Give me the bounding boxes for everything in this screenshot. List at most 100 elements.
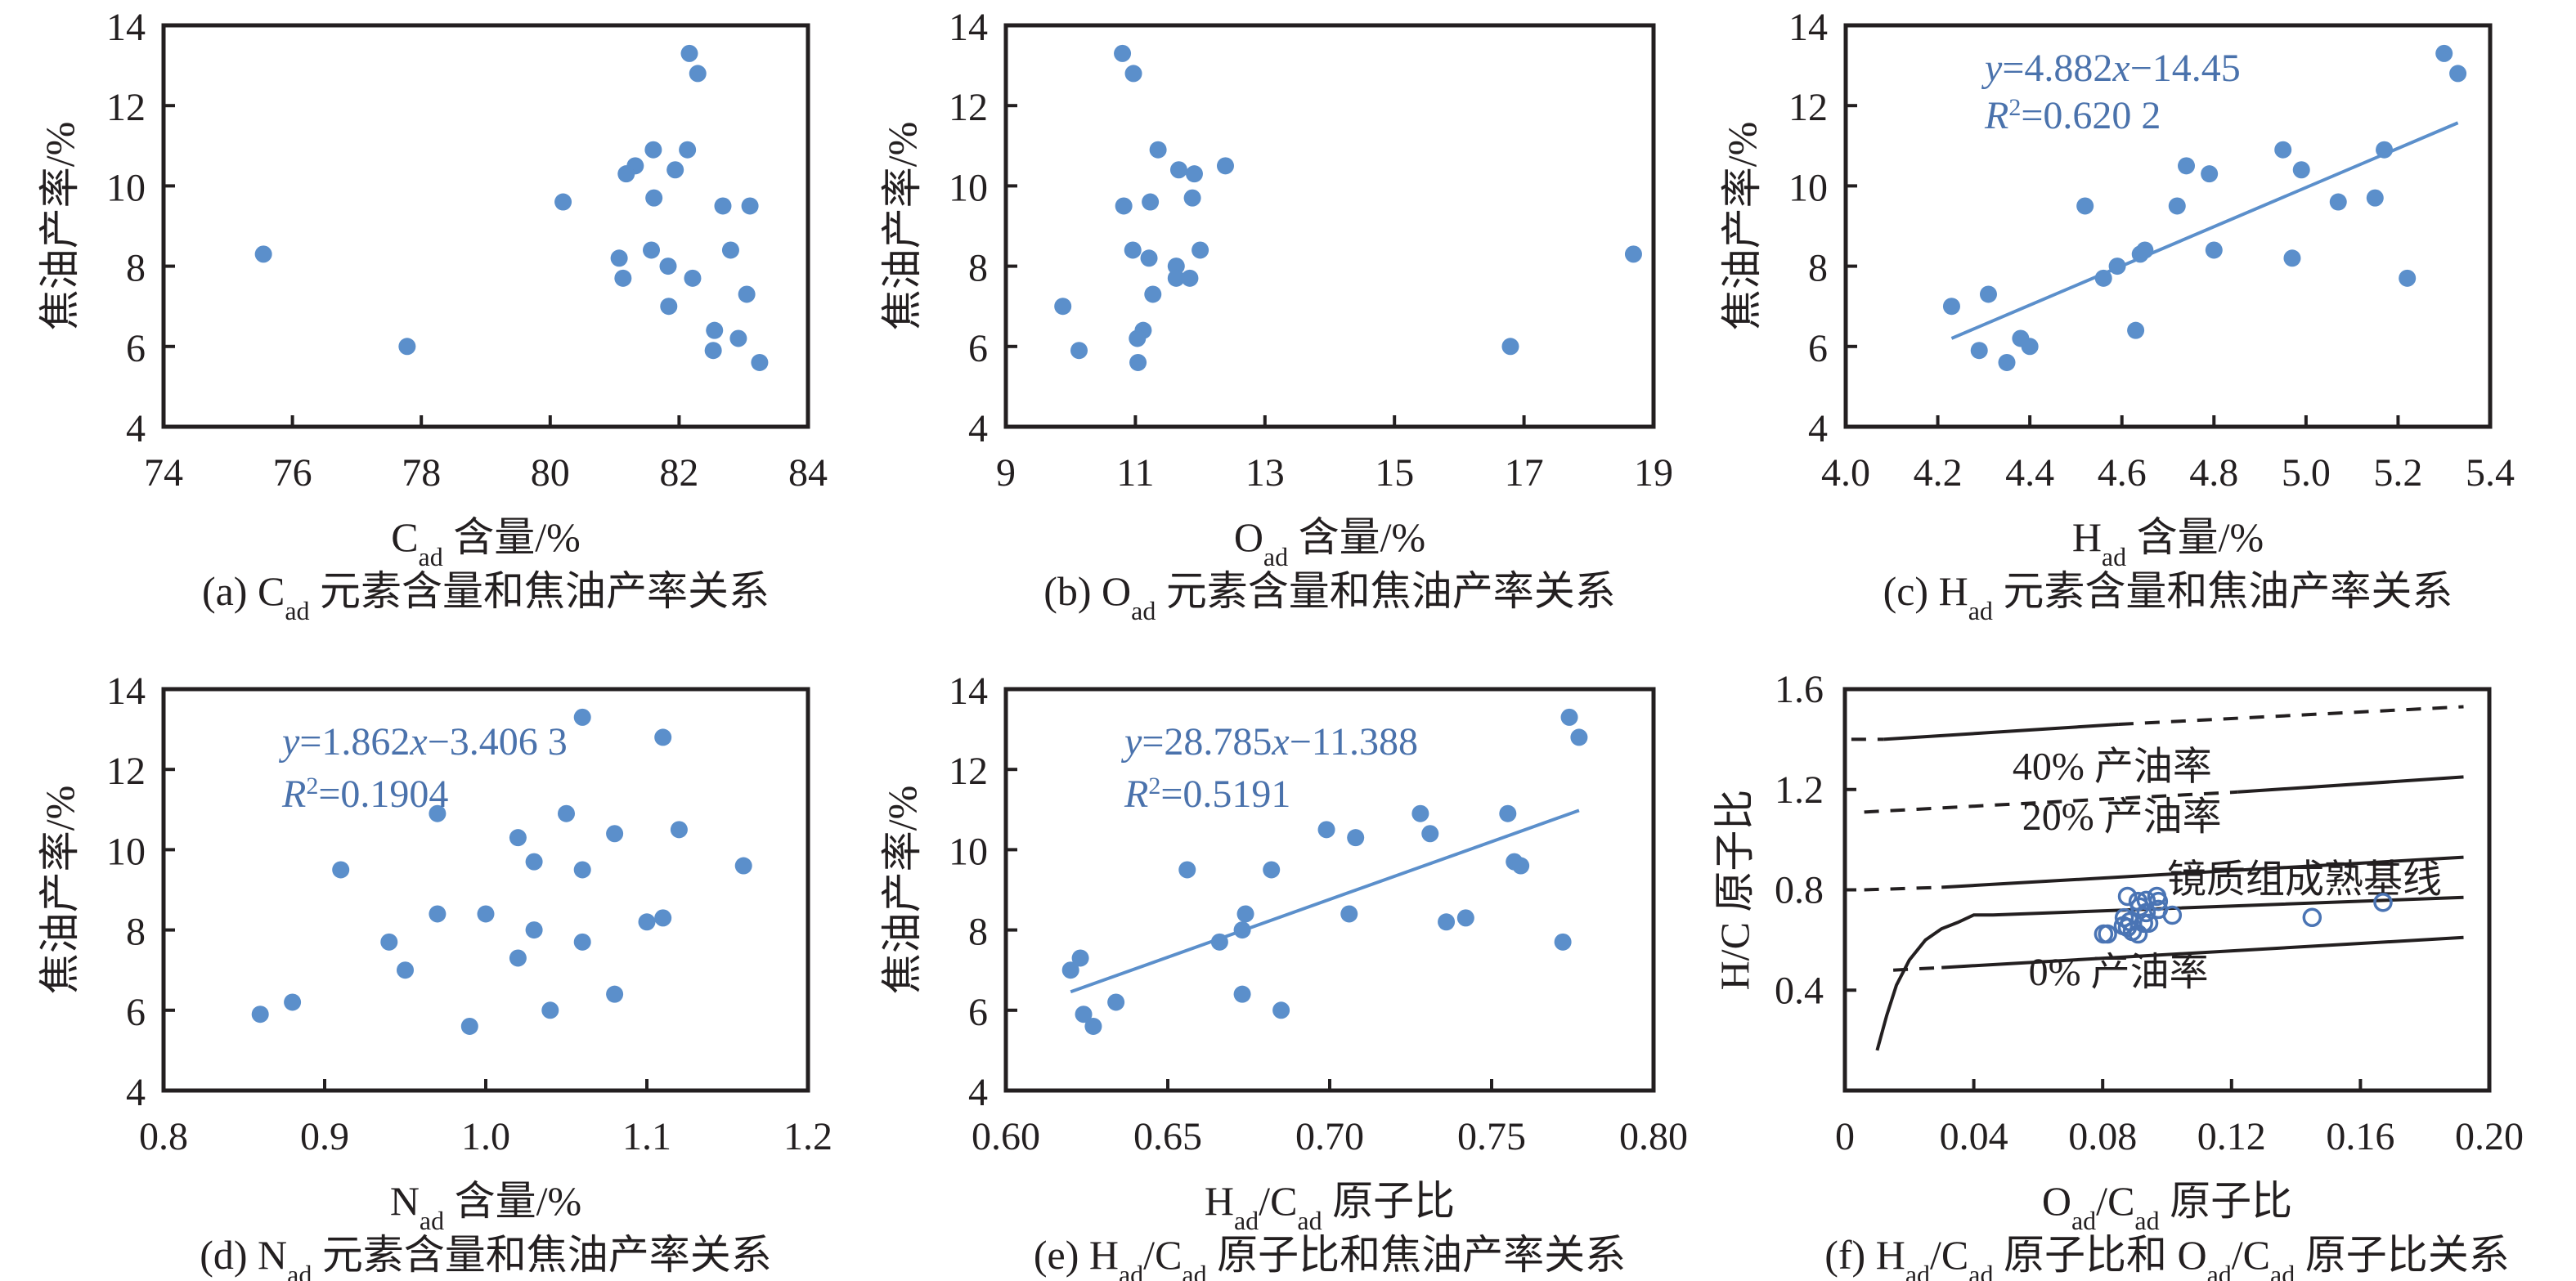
- x-tick-label: 0.12: [2197, 1115, 2266, 1158]
- x-tick-label: 4.0: [1821, 451, 1870, 495]
- x-tick-label: 13: [1245, 451, 1285, 495]
- panel-caption: (c) Had 元素含量和焦油产率关系: [1883, 568, 2453, 625]
- caption-sub: ad: [1119, 1260, 1143, 1281]
- data-point: [643, 241, 661, 259]
- data-point: [1554, 933, 1572, 951]
- data-point: [2162, 905, 2183, 925]
- data-point: [614, 269, 632, 287]
- data-point: [670, 821, 688, 839]
- x-tick-label: 0.65: [1133, 1115, 1202, 1158]
- data-point: [398, 338, 416, 356]
- data-point: [509, 829, 527, 847]
- data-point: [1129, 353, 1147, 371]
- y-tick-label: 14: [949, 670, 988, 713]
- xlabel-suffix: 原子比: [2160, 1178, 2293, 1224]
- trendline: [1950, 121, 2459, 340]
- data-point: [2127, 321, 2145, 339]
- xlabel-sub: ad: [420, 1206, 444, 1235]
- data-point: [1181, 269, 1199, 287]
- y-axis-title: 焦油产率/%: [37, 786, 83, 995]
- xlabel-main: N: [390, 1178, 420, 1224]
- data-point: [2136, 241, 2154, 259]
- x-tick-label: 4.8: [2189, 451, 2238, 495]
- data-point: [1071, 949, 1089, 967]
- data-point: [332, 861, 350, 879]
- data-point: [2136, 890, 2156, 911]
- data-point: [1570, 728, 1588, 746]
- 20-percent-line-solid: [1941, 855, 2464, 889]
- data-point: [429, 804, 447, 822]
- x-tick-label: 1.0: [461, 1115, 510, 1158]
- data-point: [1560, 708, 1578, 726]
- data-point: [1236, 905, 1254, 923]
- data-point: [429, 905, 447, 923]
- y-tick-label: 6: [968, 327, 988, 370]
- data-point: [1167, 258, 1185, 275]
- caption-suffix: 元素含量和焦油产率关系: [312, 1232, 772, 1278]
- data-point: [1144, 285, 1162, 303]
- y-tick-label: 14: [106, 6, 146, 49]
- caption-suffix: 元素含量和焦油产率关系: [310, 568, 770, 614]
- data-point: [1084, 1017, 1102, 1035]
- label-20-percent: 20% 产油率: [2022, 795, 2222, 839]
- data-point: [1216, 157, 1234, 175]
- y-tick-label: 12: [1788, 86, 1828, 129]
- xlabel-suffix: 含量/%: [1288, 514, 1425, 560]
- xlabel-main: H: [2072, 514, 2102, 560]
- data-point: [1124, 241, 1142, 259]
- y-tick-label: 6: [1808, 327, 1828, 370]
- data-point: [1942, 298, 1960, 316]
- data-point: [1061, 961, 1079, 979]
- y-tick-label: 10: [1788, 166, 1828, 209]
- x-tick-label: 5.0: [2282, 451, 2331, 495]
- y-tick-label: 1.6: [1775, 668, 1824, 711]
- data-point: [2302, 907, 2322, 928]
- y-tick-label: 0.8: [1775, 869, 1824, 912]
- y-axis-title: 焦油产率/%: [1719, 122, 1765, 331]
- data-point: [2201, 165, 2219, 183]
- 40-percent-line-solid: [2237, 775, 2464, 794]
- data-point: [525, 853, 543, 871]
- x-tick-label: 82: [659, 451, 698, 495]
- data-point: [1233, 985, 1251, 1003]
- y-tick-label: 14: [949, 6, 988, 49]
- data-point: [706, 321, 724, 339]
- caption-sub: ad: [287, 1260, 312, 1281]
- xlabel-suffix: 含量/%: [2126, 514, 2264, 560]
- y-axis-title: 焦油产率/%: [37, 122, 83, 331]
- data-point: [1624, 245, 1642, 263]
- data-point: [380, 933, 398, 951]
- data-point: [2292, 161, 2310, 179]
- x-tick-label: 0.16: [2326, 1115, 2394, 1158]
- caption-prefix: (a) C: [202, 568, 285, 614]
- plot-frame: [1842, 687, 2492, 1093]
- data-point: [1075, 1006, 1093, 1023]
- caption-mid: /C: [1143, 1232, 1182, 1278]
- data-point: [2098, 924, 2117, 944]
- label-vitrinite-baseline: 镜质组成熟基线: [2167, 858, 2442, 902]
- data-point: [2435, 44, 2453, 62]
- data-point: [2283, 249, 2301, 267]
- x-tick-label: 9: [996, 451, 1016, 495]
- data-point: [1129, 329, 1147, 347]
- y-tick-label: 8: [126, 247, 146, 290]
- xlabel-mid: /C: [2096, 1178, 2134, 1224]
- panel-f: 0 0.04 0.08 0.12 0.16 0.20 0.4 0.8 1.2 1.6 40% 产油率…: [1712, 668, 2524, 1281]
- data-point: [1347, 829, 1365, 847]
- data-point: [729, 329, 747, 347]
- data-point: [606, 825, 624, 843]
- y-tick-label: 6: [126, 327, 146, 370]
- panel-c: 4.0 4.2 4.4 4.6 4.8 5.0 5.2 5.4 4 6 8 10 12 14 y=4.882…: [1719, 6, 2515, 625]
- data-point: [1140, 249, 1158, 267]
- xlabel-mid: /C: [1259, 1178, 1297, 1224]
- data-point: [734, 857, 752, 875]
- x-tick-label: 4.6: [2098, 451, 2147, 495]
- regression-equation: y=28.785x−11.388: [1120, 720, 1418, 764]
- caption-sub2: ad: [1182, 1260, 1206, 1281]
- caption-sub: ad: [1905, 1260, 1930, 1281]
- data-point: [554, 193, 572, 211]
- data-point: [654, 728, 672, 746]
